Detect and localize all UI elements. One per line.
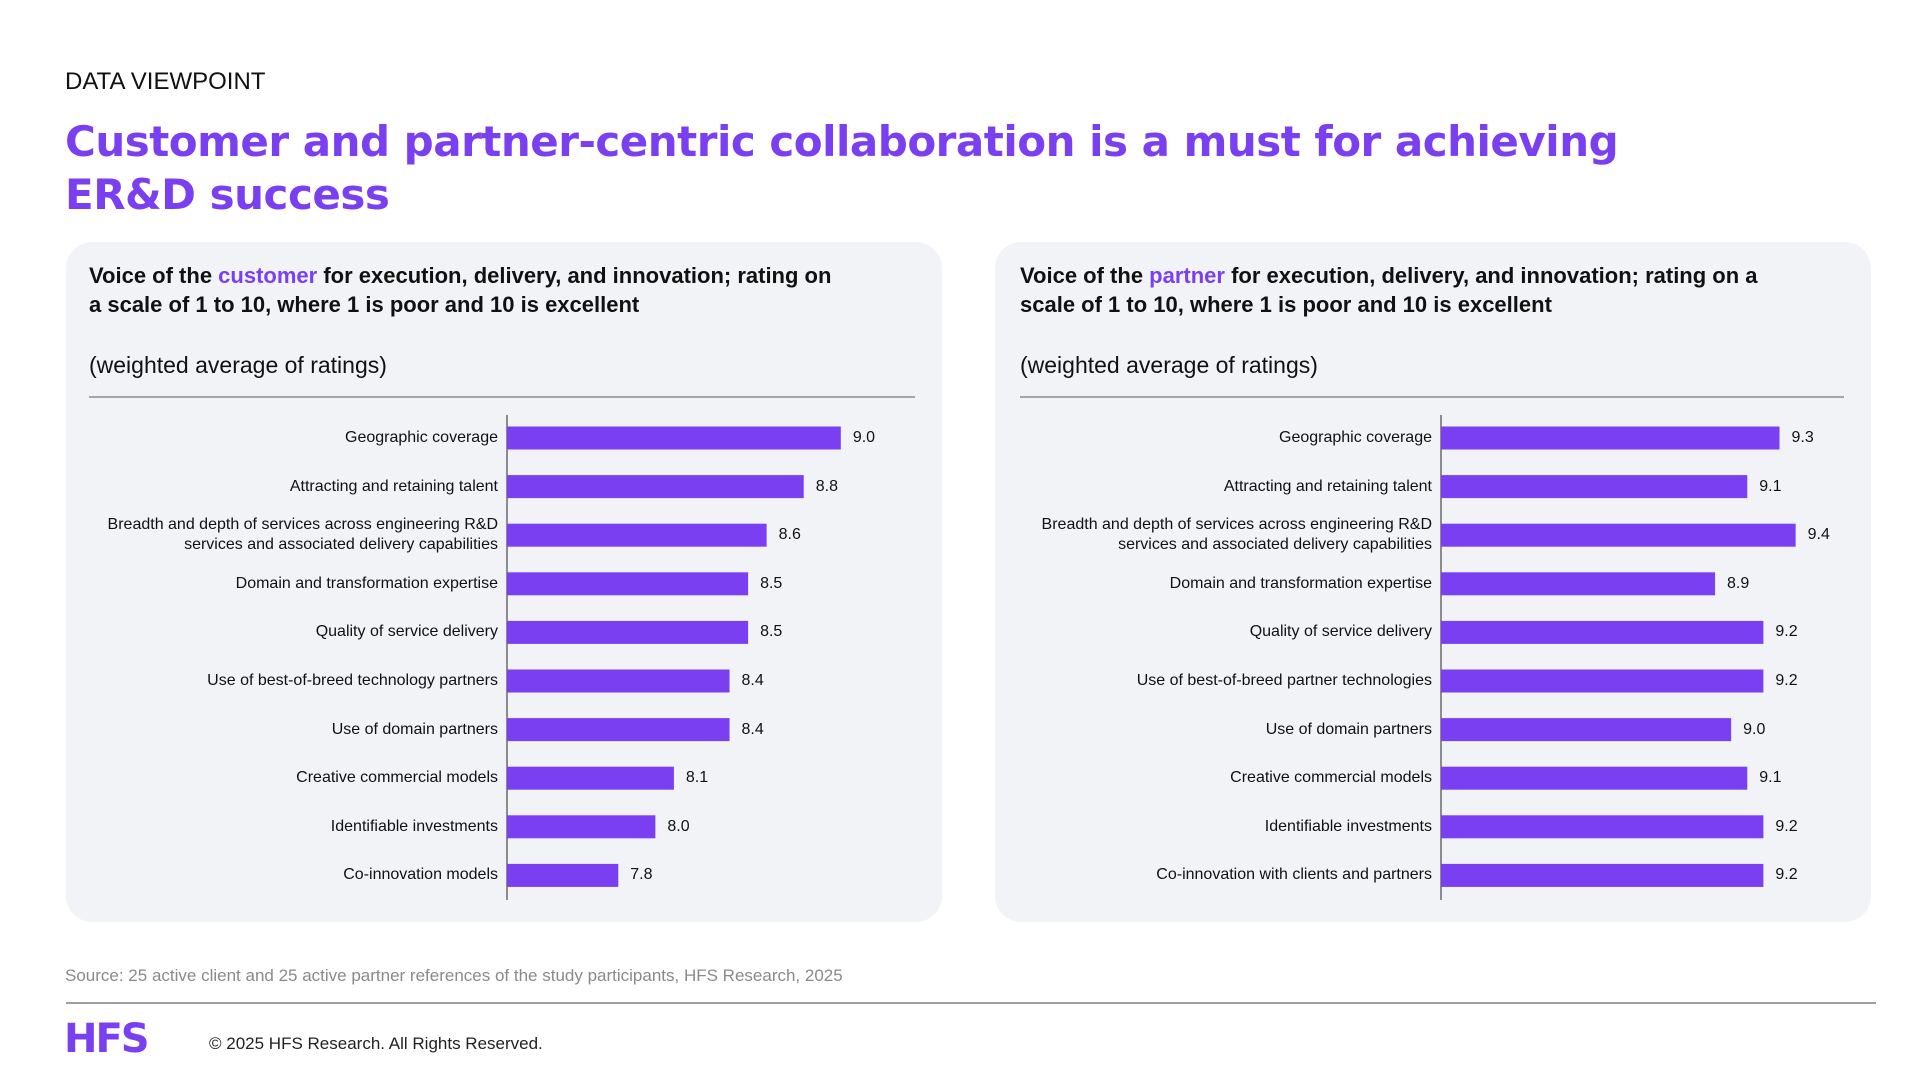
value-label: 9.0 — [852, 429, 876, 446]
logo: HFS — [64, 1016, 150, 1062]
category-label: Identifiable investments — [1264, 817, 1432, 835]
value-label: 9.2 — [1775, 866, 1798, 884]
source: Source: 25 active client and 25 active p… — [65, 966, 843, 985]
panel-title: Voice of the partner for execution, deli… — [1020, 261, 1780, 319]
bar — [1441, 475, 1748, 499]
value-label: 8.8 — [815, 477, 838, 495]
eyebrow: DATA VIEWPOINT — [65, 68, 266, 95]
value-label: 9.1 — [1759, 769, 1782, 787]
value-label: 8.1 — [685, 769, 709, 787]
bar — [1441, 620, 1764, 644]
value-label: 8.4 — [741, 720, 764, 738]
bar — [507, 815, 656, 839]
bar — [507, 718, 730, 742]
copyright: © 2025 HFS Research. All Rights Reserved… — [209, 1034, 543, 1053]
category-label: Attracting and retaining talent — [289, 477, 498, 495]
bar — [507, 475, 804, 499]
value-label: 9.2 — [1775, 817, 1798, 835]
value-label: 8.9 — [1727, 574, 1750, 592]
value-label: 8.4 — [741, 672, 764, 689]
value-label: 9.3 — [1791, 429, 1814, 446]
value-label: 8.6 — [778, 526, 801, 544]
bar — [1441, 523, 1796, 547]
category-label: Geographic coverage — [345, 429, 498, 446]
title-highlight: customer — [218, 263, 318, 288]
value-label: 8.0 — [667, 817, 690, 835]
category-label: Use of best-of-breed partner technologie… — [1136, 672, 1432, 689]
bar — [1441, 669, 1764, 693]
title-text: for execution, delivery, and innovation;… — [1020, 263, 1758, 317]
bar — [1441, 766, 1748, 790]
bar — [507, 620, 749, 644]
value-label: 9.1 — [1759, 477, 1782, 495]
value-label: 9.0 — [1743, 720, 1766, 738]
bar — [507, 766, 674, 790]
panel-subtitle: (weighted average of ratings) — [89, 352, 387, 378]
category-label: Co-innovation models — [343, 866, 498, 884]
panel — [995, 242, 1871, 922]
headline: Customer and partner-centric collaborati… — [65, 117, 1619, 219]
bar — [1441, 426, 1780, 450]
category-label: Creative commercial models — [1230, 769, 1432, 787]
panel-subtitle: (weighted average of ratings) — [1020, 352, 1318, 378]
category-label: Quality of service delivery — [315, 623, 498, 641]
value-label: 9.4 — [1807, 526, 1830, 544]
category-label: Quality of service delivery — [1249, 623, 1432, 641]
title-highlight: partner — [1149, 263, 1225, 288]
category-label: Breadth and depth of services across eng… — [107, 516, 498, 554]
value-label: 9.2 — [1775, 672, 1798, 689]
title-text: for execution, delivery, and innovation;… — [89, 263, 832, 317]
bar — [507, 669, 730, 693]
bar — [507, 572, 749, 596]
panel-title: Voice of the customer for execution, del… — [89, 261, 849, 319]
category-label: Identifiable investments — [330, 817, 498, 835]
category-label: Attracting and retaining talent — [1223, 477, 1432, 495]
category-label: Domain and transformation expertise — [235, 574, 498, 592]
bar — [1441, 863, 1764, 887]
category-label: Geographic coverage — [1279, 429, 1432, 446]
category-label: Use of best-of-breed technology partners — [207, 672, 498, 689]
value-label: 7.8 — [630, 866, 653, 884]
category-label: Use of domain partners — [1265, 720, 1432, 738]
category-label: Creative commercial models — [296, 769, 498, 787]
bar — [507, 863, 619, 887]
panel — [66, 242, 942, 922]
title-text: Voice of the — [1020, 263, 1150, 288]
category-label: Breadth and depth of services across eng… — [1041, 516, 1432, 554]
value-label: 8.5 — [760, 623, 783, 641]
value-label: 8.5 — [760, 574, 783, 592]
category-label: Use of domain partners — [331, 720, 498, 738]
bar — [507, 523, 767, 547]
bar — [1441, 572, 1716, 596]
category-label: Co-innovation with clients and partners — [1156, 866, 1432, 884]
category-label: Domain and transformation expertise — [1169, 574, 1432, 592]
bar — [1441, 815, 1764, 839]
value-label: 9.2 — [1775, 623, 1798, 641]
bar — [507, 426, 841, 450]
title-text: Voice of the — [89, 263, 219, 288]
bar — [1441, 718, 1732, 742]
